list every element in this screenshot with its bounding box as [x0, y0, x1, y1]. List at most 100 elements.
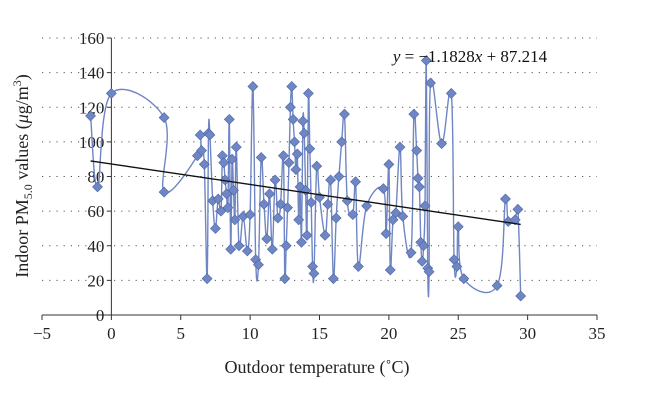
data-point	[418, 240, 429, 252]
trendline	[90, 160, 521, 226]
data-point	[377, 183, 389, 195]
data-point	[244, 209, 256, 221]
trendline-line	[90, 160, 521, 226]
data-point	[105, 87, 117, 99]
data-point	[283, 157, 295, 169]
data-point	[282, 202, 294, 214]
data-point	[225, 243, 237, 255]
data-point	[416, 255, 428, 267]
data-point	[233, 240, 245, 252]
data-point	[284, 101, 296, 113]
data-point	[230, 141, 242, 153]
data-point	[158, 186, 170, 198]
data-point	[341, 195, 353, 207]
data-point	[397, 210, 409, 222]
data-point	[261, 233, 273, 245]
data-point	[413, 181, 425, 193]
data-point	[266, 243, 278, 255]
x-tick-label: 35	[589, 324, 606, 343]
data-point	[228, 184, 239, 196]
x-tick-label: 20	[380, 324, 397, 343]
data-point	[258, 198, 270, 210]
data-point	[297, 115, 309, 127]
data-point	[515, 290, 527, 302]
data-point	[229, 214, 241, 226]
data-point	[380, 228, 392, 240]
data-point	[361, 200, 373, 212]
data-point	[212, 193, 224, 205]
grid-lines	[42, 37, 597, 281]
data-point	[301, 229, 313, 241]
data-point	[293, 214, 305, 226]
data-point	[158, 112, 170, 124]
data-point	[512, 203, 524, 215]
data-point	[339, 108, 350, 120]
data-point	[223, 113, 235, 125]
data-point	[196, 145, 207, 156]
data-point	[423, 266, 435, 278]
y-tick-label: 0	[96, 306, 105, 325]
data-point	[296, 236, 307, 248]
data-point	[425, 77, 436, 89]
data-point	[451, 261, 463, 272]
data-point	[255, 152, 267, 163]
data-point	[509, 214, 521, 226]
y-tick-label: 160	[79, 29, 105, 48]
data-point	[500, 193, 511, 205]
data-point	[305, 197, 317, 208]
x-tick-label: −5	[33, 324, 51, 343]
data-point	[204, 129, 216, 141]
data-point	[336, 136, 348, 148]
data-point	[279, 273, 291, 285]
data-point	[327, 273, 339, 285]
data-point	[405, 247, 417, 259]
data-point	[210, 223, 221, 234]
x-tick-label: 25	[450, 324, 467, 343]
x-tick-labels: −5 0 5 10 15 20 25 30 35	[33, 324, 606, 343]
data-point	[302, 87, 314, 99]
data-point	[85, 110, 96, 122]
data-point	[333, 171, 345, 182]
data-point	[458, 273, 470, 285]
data-point	[420, 55, 432, 66]
data-point	[452, 221, 464, 233]
x-tick-label: 15	[311, 324, 328, 343]
data-point	[352, 261, 364, 272]
data-point	[264, 188, 275, 200]
y-tick-label: 60	[87, 202, 104, 221]
data-point	[280, 240, 292, 252]
x-axis-label: Outdoor temperature (˚C)	[225, 357, 410, 378]
data-point	[226, 153, 238, 165]
data-point	[347, 209, 359, 221]
data-point	[491, 280, 503, 291]
y-tick-label: 40	[87, 237, 104, 256]
x-tick-label: 10	[242, 324, 259, 343]
data-point	[218, 157, 230, 169]
data-point	[278, 150, 289, 162]
axes	[41, 37, 598, 320]
y-tick-label: 20	[87, 271, 104, 290]
data-point	[394, 141, 406, 153]
data-point	[194, 129, 206, 141]
data-point	[304, 143, 316, 155]
data-point	[201, 273, 213, 285]
data-point	[383, 158, 395, 170]
data-point	[290, 164, 302, 175]
data-point	[241, 245, 253, 257]
data-point	[445, 87, 457, 99]
data-point	[311, 160, 323, 172]
data-point	[247, 81, 259, 92]
x-tick-label: 0	[107, 324, 116, 343]
data-point	[411, 145, 423, 156]
data-point	[286, 81, 298, 92]
data-series	[85, 55, 527, 302]
data-point	[408, 108, 420, 120]
data-point	[384, 264, 396, 276]
y-tick-label: 140	[79, 64, 105, 83]
data-point	[222, 202, 234, 214]
x-tick-label: 30	[519, 324, 536, 343]
data-point	[322, 198, 334, 210]
x-tick-label: 5	[177, 324, 186, 343]
